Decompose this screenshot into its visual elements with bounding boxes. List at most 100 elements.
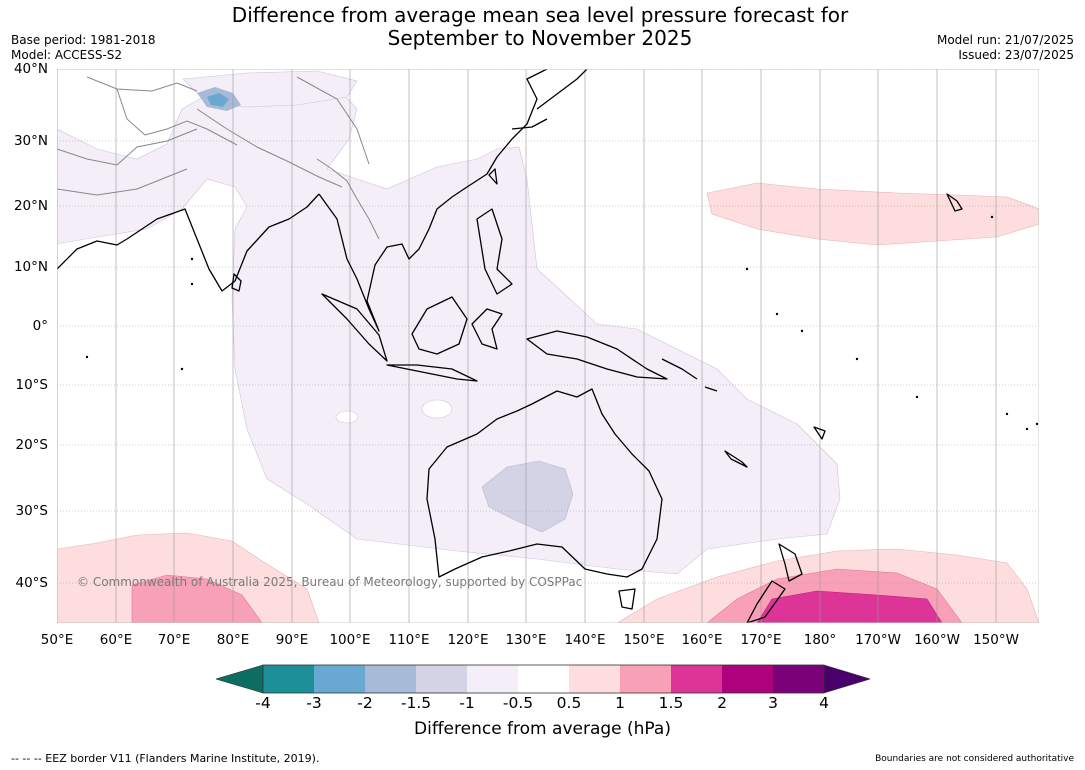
map-title: Difference from average mean sea level p… — [170, 4, 910, 50]
island — [990, 215, 994, 219]
lat-label-20n: 20°N — [13, 198, 48, 214]
colorbar-tick: 1 — [615, 694, 625, 712]
lon-label-90e: 90°E — [275, 632, 309, 648]
coast-arabia — [57, 238, 128, 270]
lon-label-160e: 160°E — [681, 632, 723, 648]
colorbar-segment — [569, 665, 620, 693]
colorbar-frame — [262, 664, 825, 694]
positive-anomaly-southwest-indian-mid — [131, 574, 263, 623]
meta-right: Model run: 21/07/2025 Issued: 23/07/2025 — [937, 33, 1074, 63]
border-central-asia — [86, 76, 198, 92]
border-china — [296, 76, 370, 165]
coast-java — [386, 364, 478, 382]
lat-label-20s: 20°S — [15, 437, 49, 453]
title-line-1: Difference from average mean sea level p… — [231, 3, 849, 27]
lon-label-170w: 170°W — [855, 632, 901, 648]
colorbar-label: Difference from average (hPa) — [414, 719, 671, 739]
island — [745, 267, 749, 271]
country-borders — [57, 76, 380, 240]
colorbar-tick: -4 — [255, 694, 271, 712]
colorbar-segment — [416, 665, 467, 693]
lat-label-10n: 10°N — [13, 259, 48, 275]
border-iran-pakistan — [57, 128, 198, 166]
positive-anomaly-north-pacific — [706, 182, 1039, 246]
colorbar-tick: 0.5 — [556, 694, 582, 712]
lat-label-30s: 30°S — [15, 503, 49, 519]
lat-label-30n: 30°N — [13, 133, 48, 149]
colorbar-tick: 4 — [819, 694, 829, 712]
lon-label-150w: 150°W — [973, 632, 1019, 648]
island — [1025, 427, 1029, 431]
island — [1005, 412, 1009, 416]
lon-label-110e: 110°E — [388, 632, 430, 648]
island — [855, 357, 859, 361]
lat-label-10s: 10°S — [15, 377, 49, 393]
map-frame — [57, 69, 1039, 623]
colorbar-segment — [620, 665, 671, 693]
coast-tasmania — [618, 588, 636, 610]
model-run: Model run: 21/07/2025 — [936, 33, 1074, 47]
lat-label-0: 0° — [32, 318, 48, 334]
lon-label-100e: 100°E — [329, 632, 371, 648]
coast-sulawesi — [471, 308, 503, 350]
colorbar-tick: 3 — [768, 694, 778, 712]
coast-se-asia — [318, 69, 548, 332]
issued-date: Issued: 23/07/2025 — [958, 48, 1074, 62]
colorbar-segment — [365, 665, 416, 693]
coast-solomons — [661, 358, 718, 392]
coast-australia — [426, 388, 663, 578]
colorbar-tick: -1 — [459, 694, 475, 712]
colorbar-segment — [722, 665, 773, 693]
coast-hawaii — [946, 193, 963, 212]
border-himalaya — [196, 108, 343, 188]
colorbar-extend-low — [216, 664, 264, 694]
model-name: Model: ACCESS-S2 — [11, 48, 123, 62]
copyright-notice: © Commonwealth of Australia 2025, Bureau… — [77, 575, 583, 589]
island — [915, 395, 919, 399]
coast-philippines — [476, 208, 513, 295]
lon-label-120e: 120°E — [447, 632, 489, 648]
colorbar-segment — [467, 665, 518, 693]
colorbar — [216, 664, 870, 694]
lon-label-140e: 140°E — [564, 632, 606, 648]
title-line-2: September to November 2025 — [387, 26, 693, 50]
border-arabia — [57, 168, 188, 196]
border-afghanistan — [116, 88, 238, 146]
negative-anomaly-himalaya-core — [207, 93, 229, 107]
positive-anomaly-tasman-strong — [756, 590, 943, 623]
colorbar-segment — [263, 665, 314, 693]
coast-sumatra — [321, 293, 388, 362]
coast-taiwan — [488, 168, 498, 185]
lon-label-180: 180° — [803, 632, 837, 648]
colorbar-segment — [314, 665, 365, 693]
colorbar-segment — [671, 665, 722, 693]
eez-border-credit: -- -- -- EEZ border V11 (Flanders Marine… — [11, 752, 320, 765]
lon-label-60e: 60°E — [99, 632, 133, 648]
small-islands — [85, 215, 1039, 431]
island — [180, 367, 184, 371]
coast-new-guinea — [526, 330, 668, 380]
pressure-anomaly-map — [57, 69, 1039, 623]
island — [190, 257, 194, 261]
colorbar-tick: -2 — [357, 694, 373, 712]
island — [800, 329, 804, 333]
anomaly-hole-small — [335, 410, 359, 424]
lat-label-40n: 40°N — [13, 61, 48, 77]
graticule — [57, 69, 1039, 623]
colorbar-tick: -1.5 — [400, 694, 432, 712]
lon-label-160w: 160°W — [914, 632, 960, 648]
colorbar-segment — [773, 665, 824, 693]
lon-label-80e: 80°E — [216, 632, 250, 648]
meta-left: Base period: 1981-2018 Model: ACCESS-S2 — [11, 33, 156, 63]
coast-new-caledonia — [724, 450, 748, 468]
lon-label-130e: 130°E — [505, 632, 547, 648]
negative-anomaly-core — [481, 460, 574, 533]
lon-label-50e: 50°E — [40, 632, 74, 648]
boundaries-disclaimer: Boundaries are not considered authoritat… — [875, 754, 1074, 764]
island — [190, 282, 194, 286]
base-period: Base period: 1981-2018 — [11, 33, 156, 47]
coast-japan — [511, 69, 588, 130]
lon-label-150e: 150°E — [623, 632, 665, 648]
coast-sri-lanka — [231, 273, 242, 292]
island — [85, 355, 89, 359]
